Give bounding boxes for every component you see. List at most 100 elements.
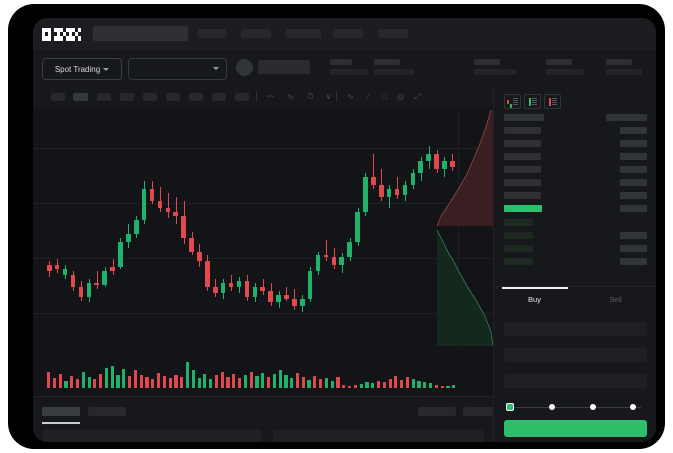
orderbook-row[interactable] — [620, 245, 647, 252]
orderbook-row[interactable] — [504, 205, 542, 212]
orderbook-row[interactable] — [620, 192, 647, 199]
place-order-button[interactable] — [504, 420, 647, 437]
orderbook-row[interactable] — [620, 179, 647, 186]
orderbook-row[interactable] — [620, 127, 647, 134]
nav-item-4[interactable] — [333, 29, 363, 38]
orderbook-row[interactable] — [504, 153, 541, 160]
order-amount-field[interactable] — [504, 348, 647, 362]
volume-bar — [81, 372, 85, 388]
orderbook-row[interactable] — [620, 258, 647, 265]
stat-label — [606, 59, 632, 65]
tf-1w[interactable] — [212, 93, 226, 101]
volume-chart — [33, 348, 493, 396]
candle-body — [220, 282, 226, 293]
chevron-down-icon[interactable]: ∨ — [325, 92, 332, 101]
candle-body — [205, 261, 210, 287]
tab-buy[interactable]: Buy — [528, 295, 541, 304]
trading-mode-button[interactable]: Spot Trading — [42, 58, 122, 80]
tab-open-orders[interactable] — [42, 407, 80, 416]
line-chart-icon[interactable]: ∿ — [347, 92, 354, 101]
candle-body — [165, 208, 171, 213]
nav-item-2[interactable] — [241, 29, 271, 38]
tf-4h[interactable] — [166, 93, 180, 101]
alert-icon[interactable]: ⏱ — [307, 91, 314, 101]
orderbook-row[interactable] — [504, 219, 533, 226]
candle-body — [86, 282, 92, 297]
volume-bar — [284, 375, 288, 388]
volume-bar — [324, 378, 329, 388]
settings-icon[interactable]: ◎ — [397, 92, 404, 101]
tf-5m[interactable] — [73, 93, 88, 101]
orders-panel — [33, 396, 501, 442]
chart-gridline — [33, 313, 493, 314]
indicator-icon[interactable]: 〰 — [266, 92, 275, 101]
candle-body — [307, 271, 313, 299]
global-search-input[interactable] — [93, 26, 188, 41]
trading-pair-select[interactable] — [128, 58, 227, 80]
logo-pixel — [69, 32, 72, 37]
volume-bar — [452, 385, 456, 388]
amount-slider[interactable] — [506, 403, 645, 411]
row-line — [531, 100, 537, 101]
stat-value — [606, 69, 642, 75]
tab-sell[interactable]: Sell — [609, 295, 622, 304]
candle-body — [292, 298, 297, 307]
stat-label — [474, 59, 500, 65]
candle-wick — [231, 275, 233, 291]
slider-node-25[interactable] — [548, 404, 555, 410]
orderbook-mode-asks[interactable] — [544, 94, 561, 109]
slider-node-50[interactable] — [589, 404, 596, 410]
price-chart[interactable] — [33, 108, 493, 348]
rows-icon — [513, 98, 518, 105]
orderbook-row[interactable] — [504, 258, 533, 265]
chart-gridline — [33, 148, 493, 149]
tf-1m[interactable] — [51, 93, 65, 101]
orderbook-row[interactable] — [620, 232, 647, 239]
stat-value — [330, 69, 368, 75]
orderbook-mode-bids[interactable] — [524, 94, 541, 109]
orderbook-row[interactable] — [606, 114, 647, 121]
candle-body — [173, 212, 179, 217]
volume-bar — [313, 376, 317, 388]
okx-logo[interactable] — [42, 28, 82, 41]
orderbook-row[interactable] — [504, 179, 541, 186]
candle-body — [236, 280, 242, 287]
asks-bar-icon — [507, 99, 509, 104]
candle-body — [363, 177, 368, 213]
tf-1d[interactable] — [189, 93, 203, 101]
compare-icon[interactable]: ∿ — [287, 92, 294, 101]
orderbook-row[interactable] — [504, 166, 541, 173]
orderbook-row[interactable] — [620, 140, 647, 147]
orderbook-mode-both[interactable] — [504, 94, 521, 109]
slider-node-0[interactable] — [506, 403, 514, 411]
order-total-field[interactable] — [504, 374, 647, 388]
rows-icon — [531, 98, 537, 105]
orderbook-row[interactable] — [504, 140, 541, 147]
fullscreen-icon[interactable]: ⤢ — [414, 91, 421, 101]
tf-1h[interactable] — [143, 93, 157, 101]
candle-wick — [262, 278, 264, 295]
nav-item-5[interactable] — [378, 29, 408, 38]
orderbook-row[interactable] — [504, 232, 533, 239]
orderbook-row[interactable] — [504, 127, 541, 134]
volume-bar — [348, 386, 352, 388]
orderbook-row[interactable] — [504, 192, 541, 199]
orderbook-row[interactable] — [504, 114, 544, 121]
orderbook-row[interactable] — [504, 245, 533, 252]
ruler-icon[interactable]: ∕ — [367, 92, 370, 101]
tf-30m[interactable] — [120, 93, 134, 101]
tf-1M[interactable] — [235, 93, 249, 101]
order-price-field[interactable] — [504, 322, 647, 336]
orderbook-row[interactable] — [620, 153, 647, 160]
slider-node-75[interactable] — [630, 404, 637, 410]
tab-order-history[interactable] — [88, 407, 126, 416]
nav-item-1[interactable] — [198, 29, 226, 38]
bottom-action-1[interactable] — [418, 407, 456, 416]
candle-body — [347, 241, 352, 258]
orderbook-row[interactable] — [620, 205, 647, 212]
nav-item-3[interactable] — [286, 29, 321, 38]
orderbook-row[interactable] — [620, 166, 647, 173]
bottom-action-2[interactable] — [463, 407, 501, 416]
camera-icon[interactable]: □ — [382, 92, 387, 101]
tf-15m[interactable] — [97, 93, 111, 101]
